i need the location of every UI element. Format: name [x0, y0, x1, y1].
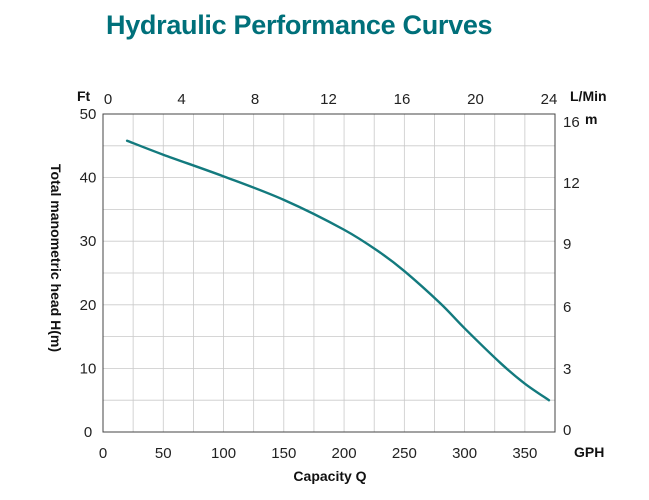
top-tick-label: 0 — [104, 91, 112, 108]
top-tick-label: 16 — [394, 91, 411, 108]
x-axis-label: Capacity Q — [293, 468, 366, 484]
y-tick-label: 30 — [80, 233, 97, 250]
x-tick-label: 100 — [211, 445, 236, 462]
top-tick-label: 4 — [177, 91, 185, 108]
x-tick-label: 200 — [332, 445, 357, 462]
performance-curve — [125, 139, 551, 402]
grid-lines — [103, 114, 555, 432]
top-tick-label: 12 — [320, 91, 337, 108]
y-axis-label: Total manometric head H(m) — [48, 164, 64, 352]
y-tick-label: 20 — [80, 297, 97, 314]
unit-m-label: m — [585, 111, 597, 127]
x-tick-label: 350 — [512, 445, 537, 462]
plot-frame — [102, 113, 556, 433]
chart-title: Hydraulic Performance Curves — [106, 10, 493, 40]
right-tick-label: 6 — [563, 299, 571, 316]
series-layer — [125, 139, 551, 402]
right-tick-label: 0 — [563, 422, 571, 439]
top-tick-label: 20 — [467, 91, 484, 108]
right-tick-label: 16 — [563, 114, 580, 131]
unit-ft-label: Ft — [77, 88, 91, 104]
right-tick-label: 3 — [563, 361, 571, 378]
y-tick-label: 0 — [84, 424, 92, 441]
y-tick-label: 40 — [80, 170, 97, 187]
right-tick-label: 12 — [563, 175, 580, 192]
y-tick-label: 10 — [80, 360, 97, 377]
x-tick-label: 50 — [155, 445, 172, 462]
x-tick-label: 0 — [99, 445, 107, 462]
top-tick-label: 24 — [541, 91, 558, 108]
x-tick-label: 250 — [392, 445, 417, 462]
y-tick-label: 50 — [80, 106, 97, 123]
unit-lmin-label: L/Min — [570, 88, 607, 104]
x-tick-label: 300 — [452, 445, 477, 462]
top-tick-label: 8 — [251, 91, 259, 108]
x-tick-label: 150 — [271, 445, 296, 462]
unit-gph-label: GPH — [574, 444, 604, 460]
right-tick-label: 9 — [563, 236, 571, 253]
